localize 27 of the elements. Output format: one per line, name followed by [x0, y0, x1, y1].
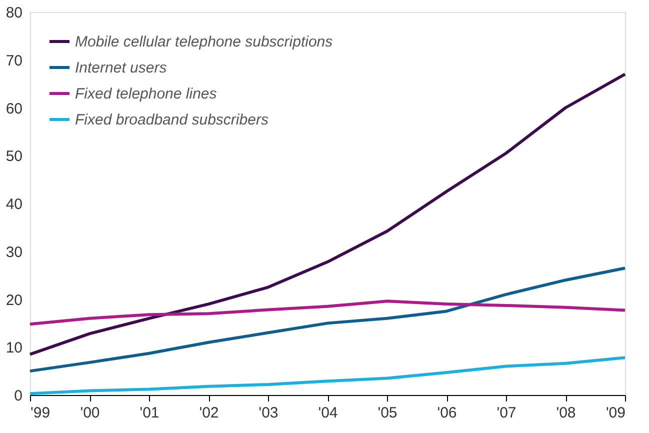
legend-label: Mobile cellular telephone subscriptions: [75, 34, 334, 50]
y-tick-label: 40: [6, 196, 22, 213]
x-tick-label: '99: [30, 404, 50, 422]
y-tick-label: 10: [6, 340, 22, 357]
legend-label: Fixed telephone lines: [75, 86, 218, 102]
legend-label: Fixed broadband subscribers: [75, 112, 269, 128]
x-tick-label: '06: [437, 404, 457, 422]
x-tick-label: '07: [496, 404, 516, 422]
x-tick-label: '05: [378, 404, 398, 422]
x-tick-label: '04: [318, 404, 338, 422]
y-tick-label: 0: [14, 388, 22, 404]
x-tick-label: '08: [556, 404, 576, 422]
y-tick-label: 70: [6, 52, 22, 70]
y-tick-label: 50: [6, 148, 22, 166]
x-tick-label: '03: [258, 404, 278, 422]
y-tick-label: 20: [6, 292, 22, 309]
line-series: [28, 300, 626, 326]
line-series: [28, 72, 626, 356]
y-tick-label: 60: [6, 100, 22, 118]
x-tick-label: '00: [80, 404, 100, 422]
x-tick-label: '01: [140, 404, 160, 422]
y-tick-label: 30: [6, 244, 22, 261]
x-tick-label: '09: [606, 404, 626, 422]
line-series: [28, 266, 626, 373]
legend-label: Internet users: [75, 60, 168, 76]
x-tick-label: '02: [199, 404, 219, 422]
y-tick-label: 80: [6, 4, 22, 22]
